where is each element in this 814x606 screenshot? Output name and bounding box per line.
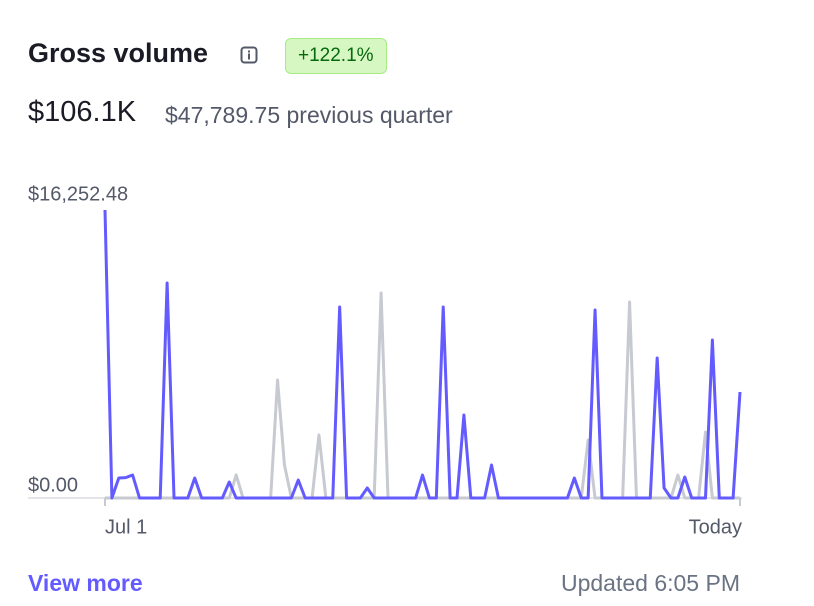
change-badge: +122.1% — [285, 38, 387, 74]
y-tick-label: $16,252.48 — [28, 183, 128, 205]
x-tick-label: Today — [689, 516, 742, 538]
series-line — [105, 291, 740, 500]
y-tick-label: $0.00 — [28, 474, 78, 496]
title: Gross volume — [28, 38, 209, 68]
series-line — [103, 209, 742, 500]
comparison: $47,789.75 previous quarter — [165, 102, 453, 128]
total-value: $106.1K — [28, 96, 137, 128]
updated-time: Updated 6:05 PM — [560, 570, 740, 596]
info-icon[interactable] — [240, 46, 258, 64]
view-more-link[interactable]: View more — [28, 570, 143, 596]
x-tick-label: Jul 1 — [105, 516, 147, 538]
